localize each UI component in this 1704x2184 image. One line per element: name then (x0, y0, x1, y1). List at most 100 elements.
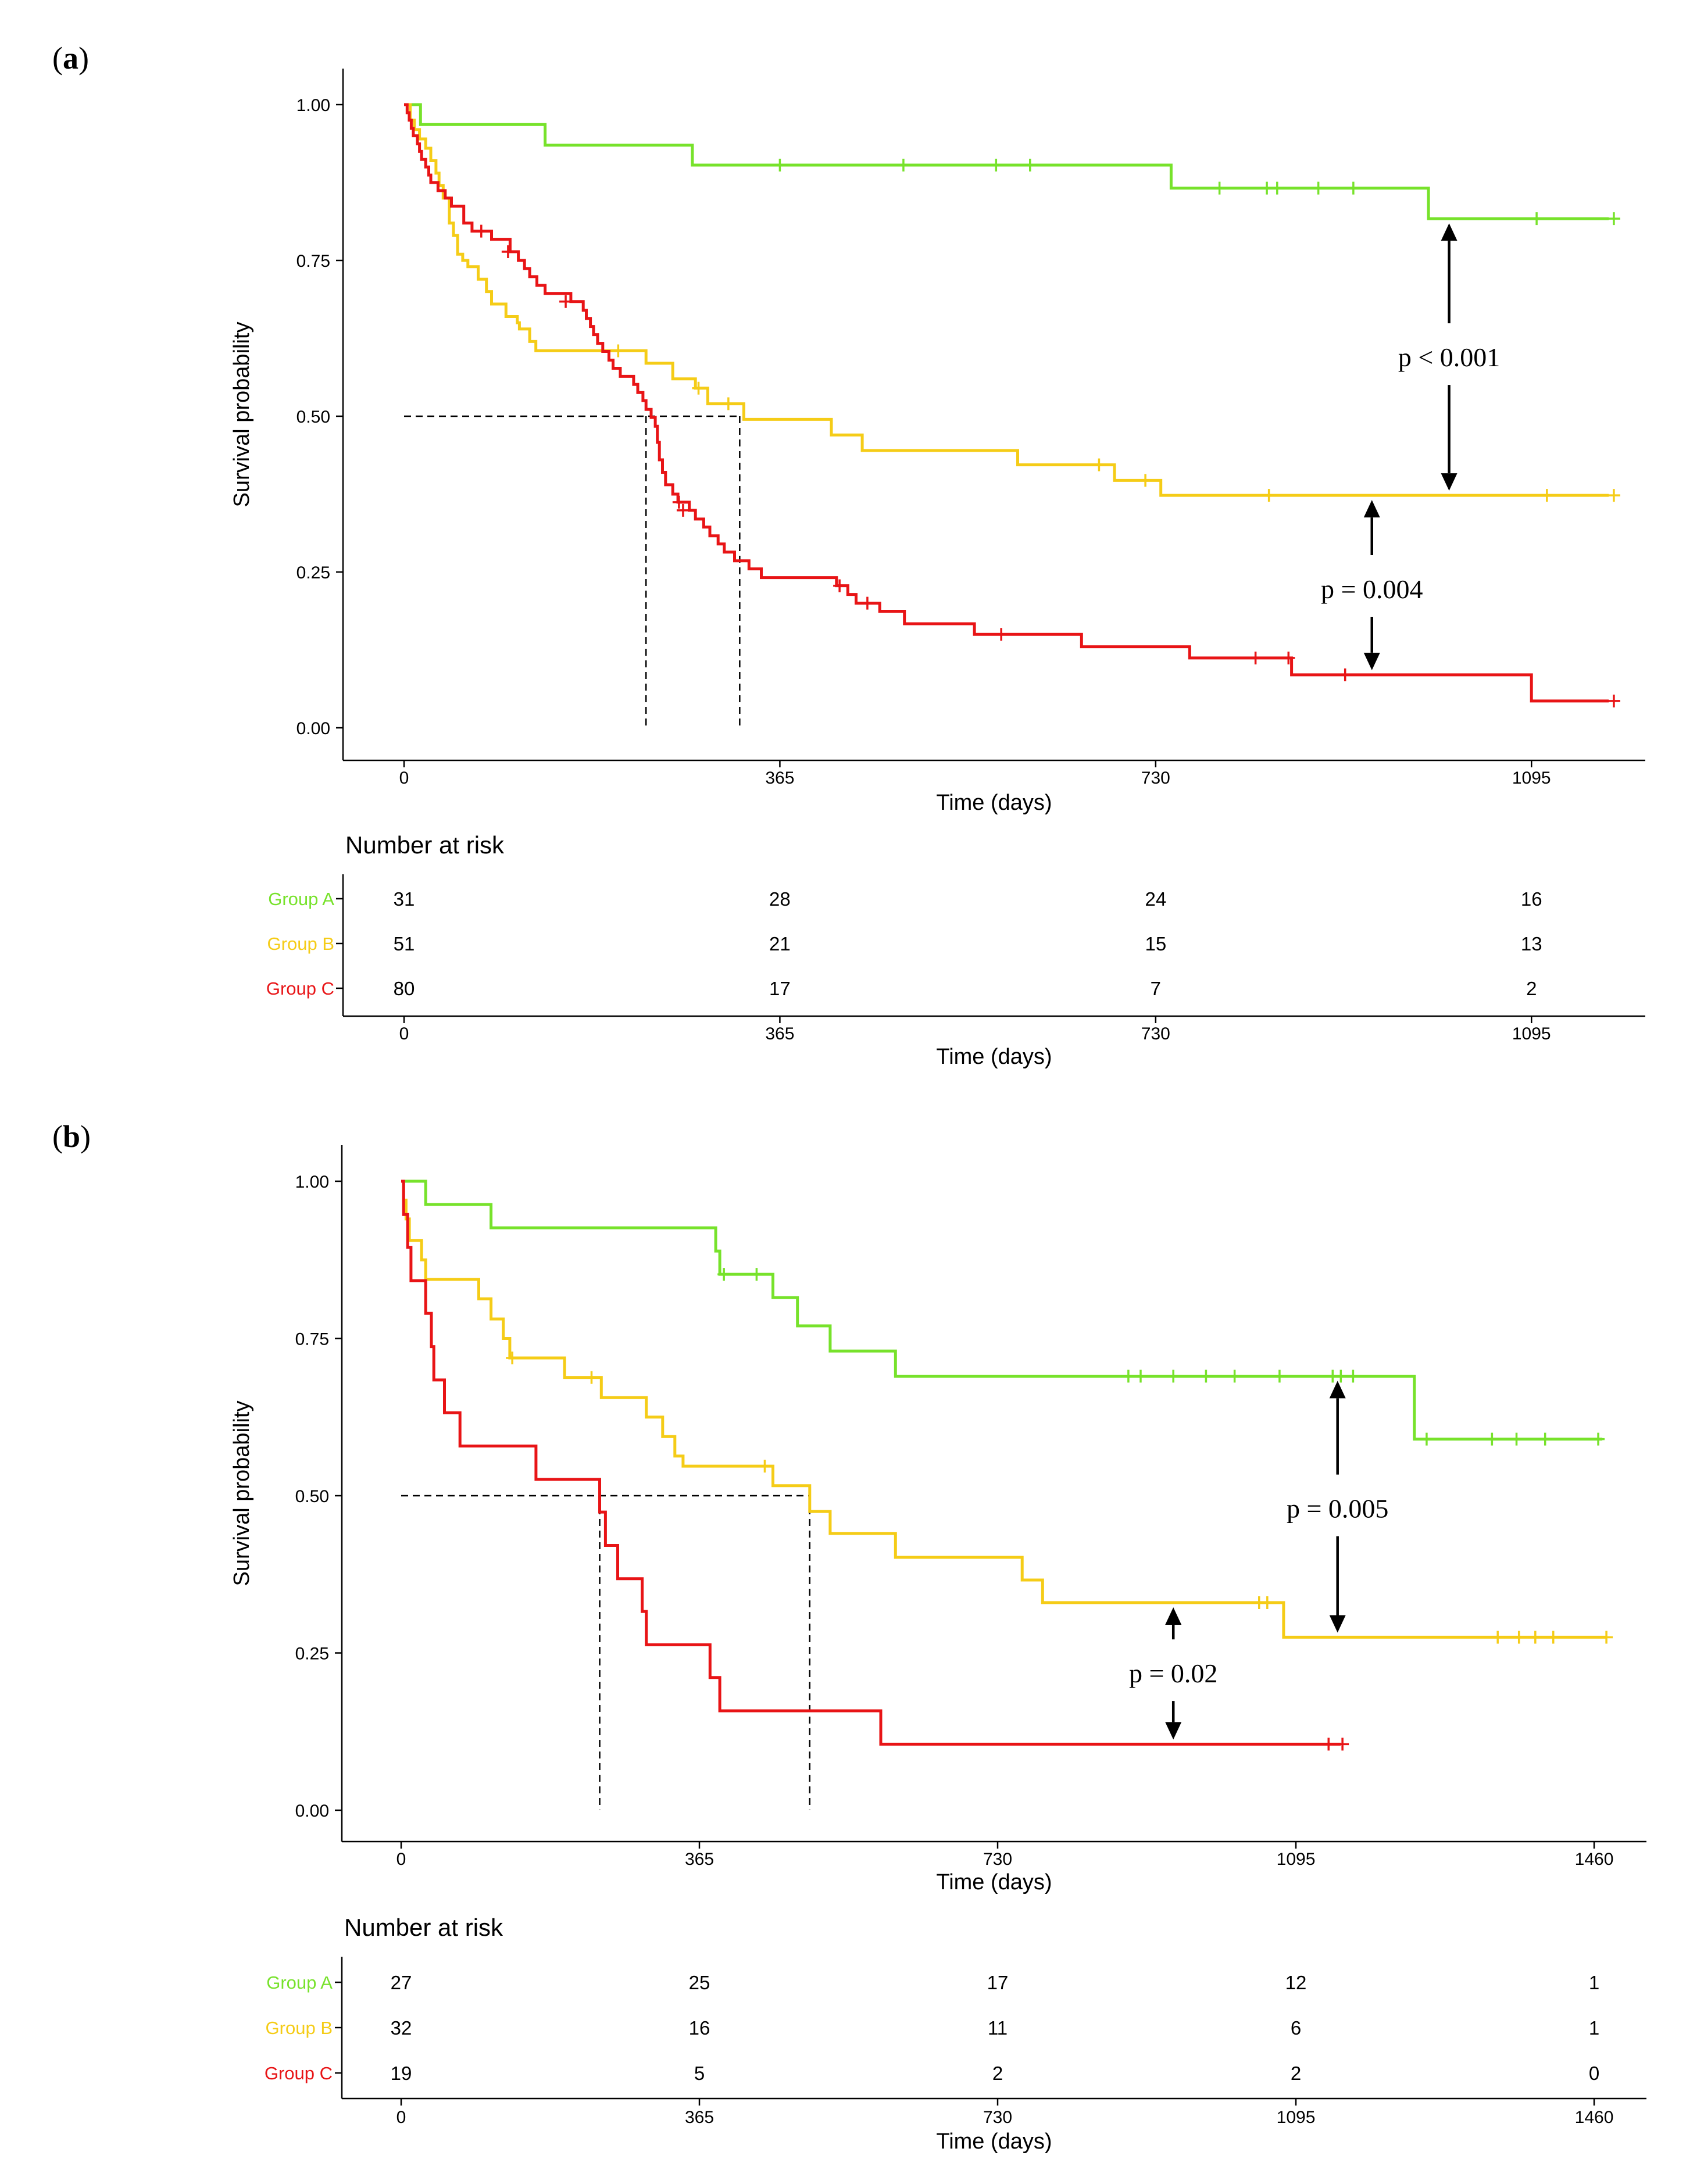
risk-count: 6 (1291, 2017, 1301, 2039)
censor-mark (1121, 1370, 1135, 1383)
censor-mark (1538, 1432, 1552, 1446)
censor-mark (1607, 489, 1620, 502)
y-tick-label: 1.00 (296, 96, 330, 115)
series-group-b (401, 1179, 1613, 1644)
p-value-label: p < 0.001 (1398, 342, 1500, 372)
censor-mark (1228, 1370, 1241, 1383)
risk-x-tick-label: 0 (396, 2108, 406, 2127)
p-value-label: p = 0.005 (1287, 1494, 1388, 1524)
series-group-a (401, 1179, 1605, 1446)
series-group-b (404, 103, 1620, 502)
y-tick-label: 0.25 (295, 1645, 329, 1664)
x-tick-label: 730 (1141, 768, 1170, 788)
series-group-a (404, 103, 1620, 226)
x-tick-label: 1095 (1277, 1850, 1316, 1869)
censor-mark (1213, 181, 1226, 195)
risk-count: 17 (987, 1972, 1009, 1993)
p-value-annotation: p = 0.004 (1321, 500, 1423, 670)
censor-mark (1346, 1370, 1360, 1383)
risk-count: 2 (1526, 978, 1537, 999)
censor-mark (559, 295, 573, 308)
y-tick-label: 0.50 (296, 408, 330, 427)
censor-mark (1420, 1432, 1433, 1446)
risk-count: 51 (394, 933, 415, 955)
risk-count: 28 (769, 888, 791, 910)
x-tick-label: 0 (396, 1850, 406, 1869)
censor-mark (501, 245, 515, 258)
panel-a: (a) 0.00 0.25 0.50 0.75 1.00 0 365 730 1095 Time (… (52, 41, 1645, 1069)
y-tick-label: 0.75 (296, 252, 330, 271)
censor-mark (717, 1268, 731, 1281)
panel-label-close: ) (78, 41, 89, 76)
risk-x-tick-label: 730 (983, 2108, 1012, 2127)
panel-b: (b) 0.00 0.25 0.50 0.75 1.00 0 365 730 1095 1460 Ti… (52, 1119, 1646, 2154)
censor-mark (1092, 458, 1106, 471)
panel-label-close: ) (80, 1119, 91, 1154)
risk-count: 25 (689, 1972, 710, 1993)
panel-label-open: ( (52, 41, 63, 76)
x-tick-label: 1460 (1575, 1850, 1614, 1869)
censor-mark (1199, 1370, 1213, 1383)
risk-count: 21 (769, 933, 791, 955)
censor-mark (506, 1352, 519, 1365)
censor-mark (758, 1460, 771, 1473)
censor-mark (612, 344, 625, 358)
km-curve (404, 103, 1609, 703)
censor-mark (1312, 181, 1325, 195)
arrowhead-down (1363, 652, 1380, 670)
censor-mark (1528, 1631, 1542, 1644)
p-value-label: p = 0.004 (1321, 574, 1423, 604)
panel-label-open: ( (52, 1119, 63, 1154)
risk-count: 12 (1285, 1972, 1307, 1993)
censor-mark (1600, 1631, 1613, 1644)
y-tick-label: 0.50 (295, 1487, 329, 1506)
y-tick-label: 0.00 (296, 719, 330, 738)
censor-mark (1334, 1370, 1348, 1383)
y-axis-title: Survival probability (230, 322, 254, 507)
km-curve (401, 1179, 1603, 1441)
risk-group-label: Group B (266, 2018, 333, 2038)
censor-mark (1139, 474, 1152, 487)
arrowhead-down (1441, 473, 1457, 491)
risk-x-tick-label: 365 (765, 1024, 794, 1043)
x-axis-title: Time (days) (936, 1870, 1052, 1895)
arrowhead-down (1329, 1615, 1346, 1633)
censor-mark (1346, 181, 1360, 195)
x-tick-label: 365 (765, 768, 794, 788)
p-value-annotation: p = 0.005 (1287, 1381, 1388, 1633)
panel-label-letter: b (63, 1119, 80, 1154)
y-tick-label: 0.25 (296, 563, 330, 582)
risk-count: 32 (391, 2017, 412, 2039)
risk-x-tick-label: 1095 (1277, 2108, 1316, 2127)
censor-mark (1607, 694, 1620, 707)
risk-count: 1 (1589, 2017, 1599, 2039)
censor-mark (1512, 1631, 1526, 1644)
risk-x-tick-label: 1460 (1575, 2108, 1614, 2127)
censor-mark (1167, 1370, 1180, 1383)
risk-count: 17 (769, 978, 791, 999)
censor-mark (833, 579, 846, 592)
risk-count: 2 (992, 2063, 1003, 2084)
km-curve (401, 1179, 1607, 1639)
censor-mark (1540, 489, 1553, 502)
censor-mark (692, 381, 705, 395)
x-tick-label: 730 (983, 1850, 1012, 1869)
arrowhead-up (1363, 500, 1380, 518)
censor-mark (860, 596, 874, 610)
risk-group-label: Group A (268, 889, 334, 909)
censor-mark (1270, 181, 1284, 195)
risk-count: 27 (391, 1972, 412, 1993)
censor-mark (1336, 1738, 1349, 1751)
y-axis-title: Survival probability (230, 1401, 254, 1586)
risk-x-tick-label: 365 (685, 2108, 714, 2127)
censor-mark (1260, 1596, 1274, 1609)
censor-mark (773, 158, 787, 171)
panel-label: (a) (52, 41, 89, 76)
risk-x-axis-title: Time (days) (936, 2129, 1052, 2154)
risk-count: 0 (1589, 2063, 1599, 2084)
risk-count: 31 (394, 888, 415, 910)
censor-mark (1338, 668, 1352, 681)
risk-table-title: Number at risk (345, 831, 505, 859)
censor-mark (1491, 1631, 1505, 1644)
